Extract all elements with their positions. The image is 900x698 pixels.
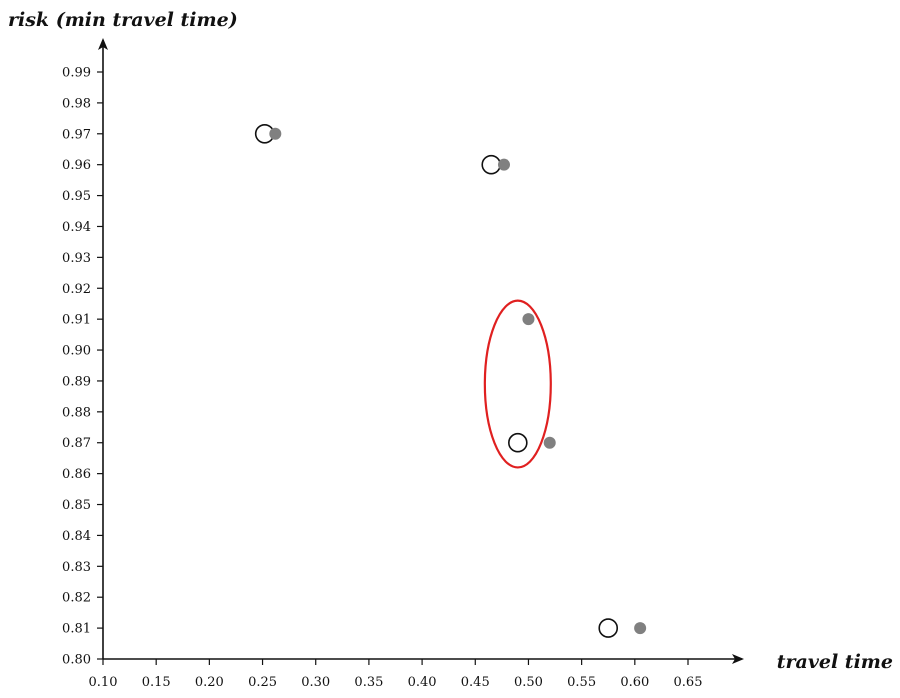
y-tick-label: 0.83 bbox=[62, 560, 91, 575]
y-tick-label: 0.91 bbox=[62, 313, 91, 328]
y-tick-label: 0.82 bbox=[62, 591, 91, 606]
x-tick-label: 0.30 bbox=[301, 675, 330, 690]
highlight-ellipse bbox=[483, 299, 552, 469]
open-circle-point bbox=[598, 618, 619, 638]
y-tick-label: 0.98 bbox=[62, 96, 91, 111]
annotations bbox=[483, 299, 552, 469]
x-tick-label: 0.45 bbox=[461, 675, 490, 690]
y-tick-label: 0.96 bbox=[62, 158, 91, 173]
y-tick-label: 0.92 bbox=[62, 282, 91, 297]
x-tick-label: 0.60 bbox=[620, 675, 649, 690]
filled-circle-point bbox=[634, 622, 647, 635]
data-points bbox=[254, 123, 647, 638]
open-circle-point bbox=[481, 154, 502, 175]
y-tick-label: 0.87 bbox=[62, 436, 91, 451]
y-axis-title: risk (min travel time) bbox=[8, 9, 238, 31]
x-tick-label: 0.10 bbox=[89, 675, 118, 690]
y-tick-label: 0.95 bbox=[62, 189, 91, 204]
y-tick-label: 0.90 bbox=[62, 344, 91, 359]
y-tick-label: 0.86 bbox=[62, 467, 91, 482]
y-tick-label: 0.85 bbox=[62, 498, 91, 513]
y-tick-label: 0.84 bbox=[62, 529, 91, 544]
filled-circle-point bbox=[497, 158, 510, 171]
x-axis-title: travel time bbox=[777, 651, 893, 673]
filled-circle-point bbox=[543, 436, 556, 449]
y-tick-label: 0.80 bbox=[62, 653, 91, 668]
y-tick-label: 0.99 bbox=[62, 66, 91, 81]
y-tick-label: 0.93 bbox=[62, 251, 91, 266]
y-tick-label: 0.94 bbox=[62, 220, 91, 235]
x-tick-label: 0.40 bbox=[408, 675, 437, 690]
x-tick-label: 0.50 bbox=[514, 675, 543, 690]
x-tick-label: 0.20 bbox=[195, 675, 224, 690]
y-tick-label: 0.97 bbox=[62, 127, 91, 142]
axes bbox=[98, 38, 744, 664]
x-tick-label: 0.65 bbox=[674, 675, 703, 690]
y-tick-label: 0.81 bbox=[62, 622, 91, 637]
y-ticks: 0.80 0.81 0.82 0.83 0.84 0.85 0.86 0.87 0.88 0.89… bbox=[62, 66, 103, 668]
x-tick-label: 0.55 bbox=[567, 675, 596, 690]
filled-circle-point bbox=[269, 127, 282, 140]
open-circle-point bbox=[508, 432, 528, 453]
x-tick-label: 0.35 bbox=[354, 675, 383, 690]
x-tick-label: 0.15 bbox=[142, 675, 171, 690]
filled-circle-point bbox=[522, 313, 535, 326]
x-ticks: 0.10 0.15 0.20 0.25 0.30 0.35 0.40 0.45 0.50 0.55… bbox=[89, 659, 703, 690]
y-tick-label: 0.88 bbox=[62, 405, 91, 420]
x-tick-label: 0.25 bbox=[248, 675, 277, 690]
y-tick-label: 0.89 bbox=[62, 374, 91, 389]
